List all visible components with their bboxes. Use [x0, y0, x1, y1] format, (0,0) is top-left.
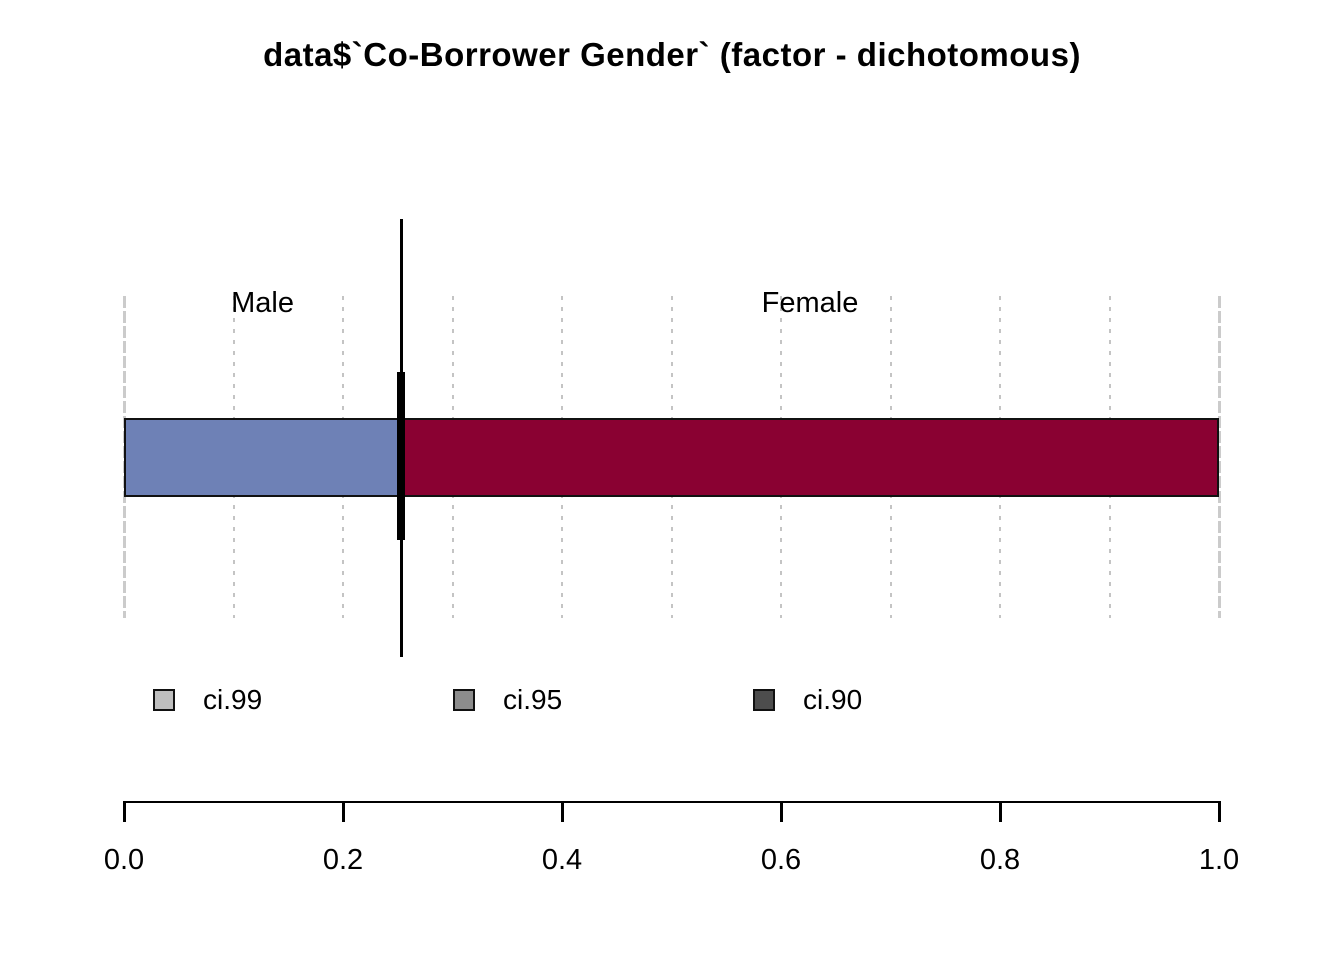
x-axis-tick-label: 1.0	[1198, 844, 1240, 876]
confidence-interval-line	[397, 372, 406, 540]
x-axis-tick-label: 0.2	[322, 844, 364, 876]
x-axis-tick	[998, 802, 1002, 822]
legend-label: ci.99	[203, 684, 263, 715]
gridline	[1217, 296, 1221, 618]
bar-segment-female	[402, 420, 1217, 495]
legend-item-ci-90: ci.90	[753, 684, 862, 716]
category-label-male: Male	[231, 287, 294, 319]
legend-swatch-ci-99	[153, 689, 175, 711]
stacked-bar	[124, 418, 1219, 497]
x-axis-tick-label: 0.6	[760, 844, 802, 876]
x-axis-tick-label: 0.0	[103, 844, 145, 876]
legend-swatch-ci-95	[453, 689, 475, 711]
x-axis-tick	[560, 802, 564, 822]
x-axis-tick	[1217, 802, 1221, 822]
legend-label: ci.95	[503, 684, 563, 715]
x-axis-tick	[779, 802, 783, 822]
category-label-female: Female	[761, 287, 859, 319]
x-axis-line	[123, 801, 1221, 803]
legend-swatch-ci-90	[753, 689, 775, 711]
legend-item-ci-99: ci.99	[153, 684, 262, 716]
chart-title: data$`Co-Borrower Gender` (factor - dich…	[263, 36, 1081, 73]
legend-item-ci-95: ci.95	[453, 684, 562, 716]
legend-label: ci.90	[803, 684, 863, 715]
x-axis-tick-label: 0.4	[541, 844, 583, 876]
bar-segment-male	[126, 420, 403, 495]
x-axis-tick	[341, 802, 345, 822]
x-axis-tick	[122, 802, 126, 822]
x-axis-tick-label: 0.8	[979, 844, 1021, 876]
